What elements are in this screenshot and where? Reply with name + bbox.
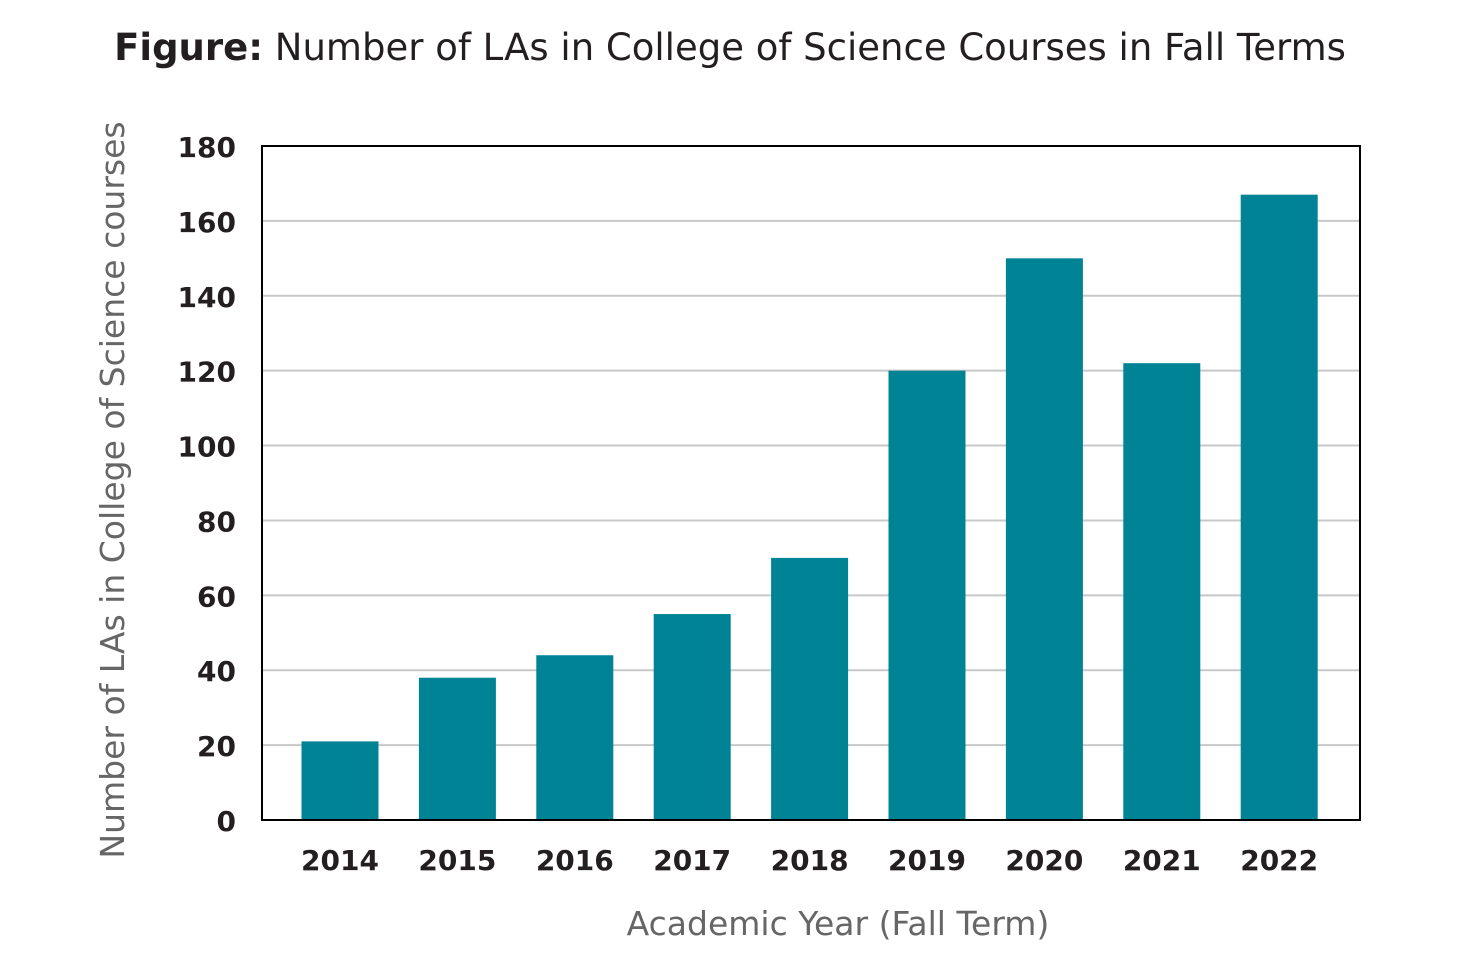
plot-frame xyxy=(261,145,1361,821)
y-tick-label: 120 xyxy=(178,356,236,389)
bar-2016 xyxy=(536,655,614,820)
chart-title: Figure: Number of LAs in College of Scie… xyxy=(0,26,1460,69)
bar-2021 xyxy=(1123,363,1201,820)
bars xyxy=(301,194,1318,820)
x-axis-label: Academic Year (Fall Term) xyxy=(627,904,1050,943)
bar-2018 xyxy=(771,557,849,820)
y-tick-labels: 0 20 40 60 80 100 120 140 160 180 xyxy=(178,131,236,838)
x-tick-label: 2021 xyxy=(1123,844,1201,877)
bar-2022 xyxy=(1240,194,1318,820)
y-tick-label: 80 xyxy=(197,505,236,538)
title-text: Number of LAs in College of Science Cour… xyxy=(274,26,1346,69)
y-tick-label: 60 xyxy=(197,580,236,613)
bar-2019 xyxy=(888,370,966,820)
bar-2020 xyxy=(1005,258,1083,820)
bar-2014 xyxy=(301,741,379,820)
bar-2017 xyxy=(653,614,731,820)
x-tick-labels: 2014 2015 2016 2017 2018 2019 2020 2021 2022 xyxy=(301,844,1318,877)
x-tick-label: 2015 xyxy=(418,844,496,877)
y-tick-label: 100 xyxy=(178,431,236,464)
bar-2015 xyxy=(418,677,496,820)
y-tick-label: 0 xyxy=(217,805,236,838)
x-tick-label: 2022 xyxy=(1240,844,1318,877)
x-tick-label: 2016 xyxy=(536,844,614,877)
x-tick-label: 2017 xyxy=(653,844,731,877)
x-tick-label: 2014 xyxy=(301,844,379,877)
y-tick-label: 180 xyxy=(178,131,236,164)
x-tick-label: 2018 xyxy=(771,844,849,877)
y-tick-label: 140 xyxy=(178,281,236,314)
y-tick-label: 20 xyxy=(197,730,236,763)
x-tick-label: 2020 xyxy=(1005,844,1083,877)
title-prefix: Figure: xyxy=(114,26,264,69)
y-tick-label: 40 xyxy=(197,655,236,688)
x-tick-label: 2019 xyxy=(888,844,966,877)
y-axis-label: Number of LAs in College of Science cour… xyxy=(93,121,132,858)
y-tick-label: 160 xyxy=(178,206,236,239)
